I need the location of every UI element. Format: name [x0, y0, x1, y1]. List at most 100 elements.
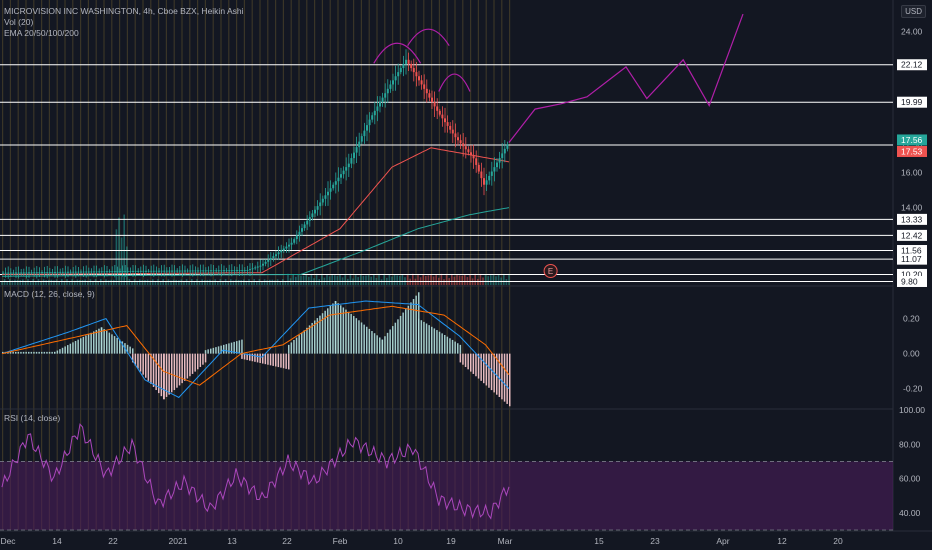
macd-histogram-bar [386, 332, 389, 354]
volume-bar [245, 280, 248, 285]
session-stripe [80, 0, 82, 530]
macd-histogram-bar [467, 353, 469, 370]
volume-bar [383, 273, 385, 285]
volume-bar [40, 280, 42, 285]
volume-bar [113, 279, 115, 285]
candle-body [350, 158, 353, 164]
volume-bar [406, 273, 409, 285]
volume-bar [250, 281, 253, 285]
macd-histogram-bar [95, 330, 98, 354]
macd-histogram-bar [168, 353, 170, 395]
volume-bar [328, 276, 331, 285]
candle-body [464, 146, 467, 150]
macd-histogram-bar [225, 344, 228, 354]
candle-body [48, 272, 51, 274]
macd-histogram-bar [389, 329, 391, 354]
macd-histogram-bar [90, 332, 92, 354]
session-stripe [407, 0, 409, 530]
candle-body [72, 271, 75, 273]
level-tag [897, 245, 927, 257]
candle-body [225, 270, 228, 272]
rsi-tick-label: 60.00 [899, 474, 921, 484]
macd-histogram-bar [444, 335, 446, 354]
candle-body [119, 271, 121, 273]
level-tag [897, 96, 927, 108]
candle-body [80, 271, 82, 273]
macd-histogram-bar [22, 351, 25, 354]
candle-body [194, 270, 197, 272]
macd-histogram-bar [111, 334, 113, 354]
volume-bar [443, 279, 445, 285]
candle-body [438, 110, 441, 115]
candle-body [160, 270, 163, 272]
volume-bar [81, 280, 84, 285]
macd-histogram-bar [230, 342, 233, 354]
volume-bar [399, 275, 401, 285]
time-tick-label: Mar [498, 536, 513, 546]
session-stripe [345, 0, 347, 530]
volume-label: Vol (20) [4, 17, 34, 27]
macd-histogram-bar [264, 353, 267, 365]
candle-body [451, 129, 454, 134]
macd-histogram-bar [139, 353, 142, 372]
macd-histogram-bar [485, 353, 488, 386]
volume-bar [425, 276, 427, 285]
candle-body [241, 270, 244, 272]
macd-histogram-bar [373, 333, 376, 354]
candle-body [373, 110, 376, 116]
volume-bar [128, 279, 131, 285]
macd-histogram-bar [368, 328, 371, 354]
candle-body [150, 270, 153, 272]
candle-body [64, 271, 67, 273]
candle-body [129, 270, 132, 272]
macd-histogram-bar [425, 323, 428, 354]
macd-histogram-bar [308, 325, 311, 354]
macd-histogram-bar [347, 311, 350, 354]
macd-histogram-bar [160, 353, 163, 397]
currency-badge[interactable]: USD [901, 5, 926, 18]
candle-body [212, 270, 215, 272]
volume-bar [292, 274, 294, 285]
macd-histogram-bar [72, 342, 74, 354]
session-stripe [501, 0, 503, 530]
candle-body [366, 125, 368, 131]
candle-body [4, 272, 7, 274]
macd-histogram-bar [477, 353, 480, 379]
candle-body [139, 270, 142, 272]
macd-histogram-bar [191, 353, 194, 374]
candle-body [246, 270, 249, 272]
candle-body [293, 239, 296, 243]
session-stripe [282, 0, 284, 530]
candle-body [327, 191, 329, 196]
macd-histogram-bar [77, 339, 79, 354]
volume-bar [248, 279, 250, 285]
volume-bar [74, 280, 76, 285]
macd-histogram-bar [423, 321, 425, 354]
macd-histogram-bar [33, 351, 35, 354]
level-tag [897, 229, 927, 241]
macd-histogram-bar [61, 347, 64, 354]
macd-histogram-bar [35, 351, 38, 354]
volume-bar [209, 279, 211, 285]
macd-histogram-bar [41, 351, 43, 354]
macd-histogram-bar [472, 353, 475, 374]
candle-body [496, 162, 498, 168]
macd-histogram-bar [147, 353, 150, 381]
candle-body [301, 228, 303, 232]
macd-histogram-bar [25, 351, 27, 354]
volume-bar [336, 276, 339, 285]
volume-bar [269, 279, 271, 285]
rsi-band [0, 461, 893, 530]
macd-histogram-bar [376, 335, 378, 354]
session-stripe [243, 0, 245, 530]
session-stripe [493, 0, 495, 530]
volume-bar [35, 281, 37, 285]
macd-histogram-bar [116, 337, 118, 354]
candle-body [467, 149, 470, 153]
volume-bar [154, 281, 157, 285]
macd-histogram-bar [254, 353, 256, 362]
candle-body [186, 270, 189, 272]
candle-body [269, 258, 272, 260]
macd-histogram-bar [171, 353, 173, 393]
